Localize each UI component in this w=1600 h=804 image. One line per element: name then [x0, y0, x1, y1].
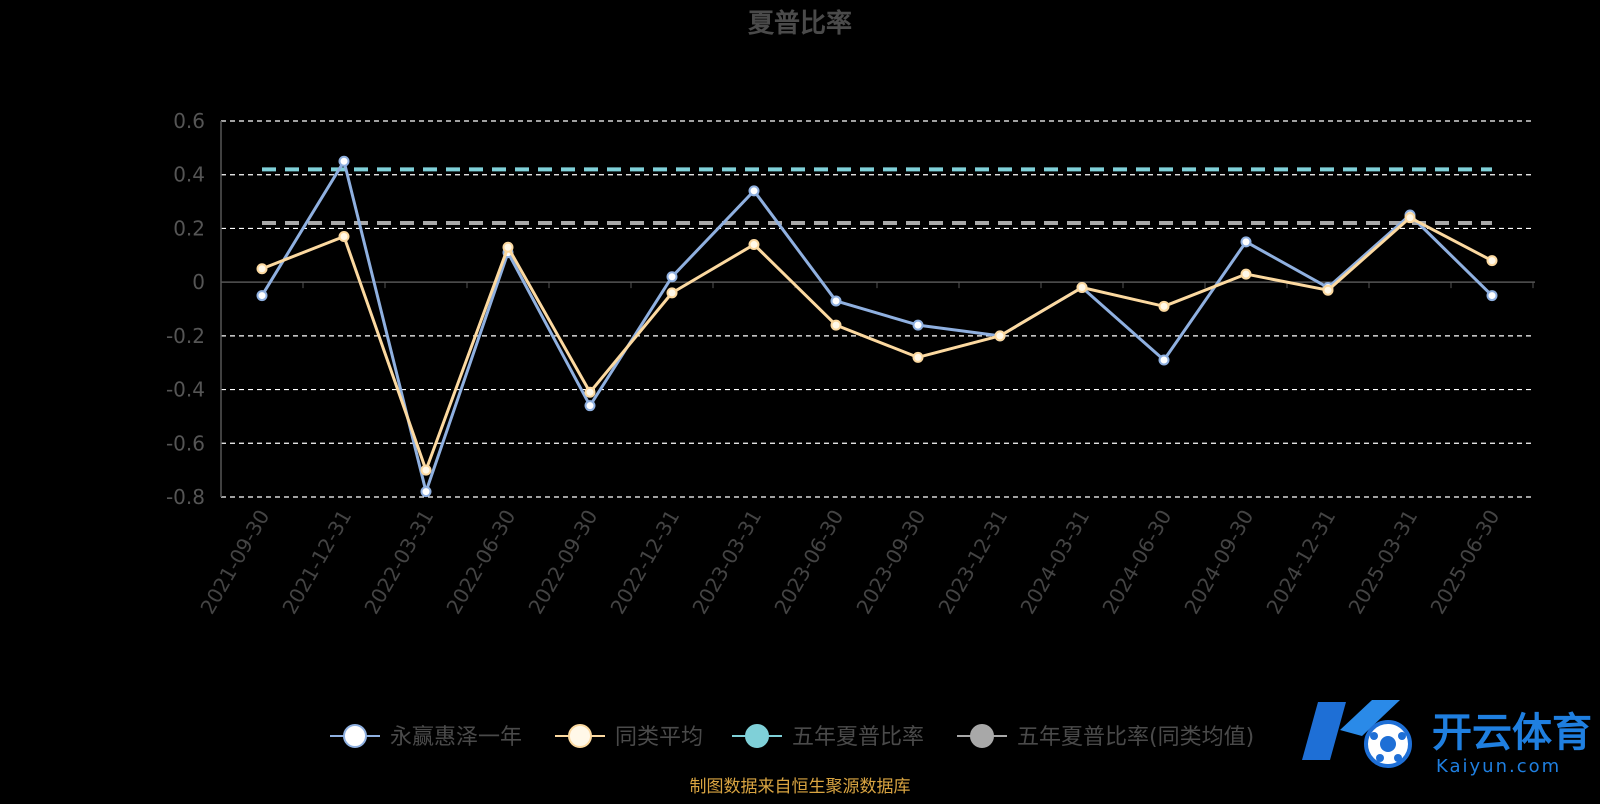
series-peer-average [256, 212, 1498, 476]
data-point [502, 241, 514, 253]
data-point [1486, 255, 1498, 267]
legend-item[interactable]: 五年夏普比率(同类均值) [957, 724, 1254, 750]
x-tick-label: 2022-06-30 [441, 506, 520, 619]
y-tick-label: -0.6 [166, 431, 205, 455]
legend-label: 五年夏普比率 [792, 725, 924, 750]
data-point [830, 319, 842, 331]
legend[interactable]: 永赢惠泽一年 同类平均 五年夏普比率 五年夏普比率(同类均值) [330, 724, 1254, 750]
x-tick-label: 2021-12-31 [277, 506, 356, 619]
data-point [584, 400, 596, 412]
y-tick-label: 0.6 [173, 109, 205, 133]
x-tick-label: 2023-03-31 [687, 506, 766, 619]
x-tick-label: 2025-03-31 [1343, 506, 1422, 619]
legend-label: 永赢惠泽一年 [390, 725, 522, 750]
data-point [994, 330, 1006, 342]
x-tick-label: 2025-06-30 [1425, 506, 1504, 619]
y-tick-label: -0.4 [166, 378, 205, 402]
chart-title: 夏普比率 [748, 8, 852, 39]
data-point [748, 185, 760, 197]
x-tick-labels: 2021-09-30 2021-12-31 2022-03-31 2022-06-30… [195, 506, 1504, 619]
data-point [1158, 300, 1170, 312]
data-point [830, 295, 842, 307]
legend-item[interactable]: 五年夏普比率 [732, 724, 924, 750]
data-point [912, 351, 924, 363]
k-ball-icon [1302, 700, 1412, 768]
data-point [1240, 236, 1252, 248]
data-point [1486, 290, 1498, 302]
legend-label: 同类平均 [615, 725, 703, 750]
grid-lines [221, 120, 1535, 498]
data-point [666, 287, 678, 299]
reference-lines [262, 167, 1492, 226]
kaiyun-logo: 开云体育 Kaiyun.com [1302, 700, 1592, 777]
x-tick-label: 2024-06-30 [1097, 506, 1176, 619]
x-tick-label: 2024-09-30 [1179, 506, 1258, 619]
data-point [1240, 268, 1252, 280]
legend-item[interactable]: 同类平均 [555, 724, 703, 750]
x-tick-label: 2022-09-30 [523, 506, 602, 619]
watermark-domain: Kaiyun.com [1436, 756, 1561, 777]
y-tick-label: 0.2 [173, 216, 205, 240]
legend-item[interactable]: 永赢惠泽一年 [330, 724, 522, 750]
x-tick-label: 2024-03-31 [1015, 506, 1094, 619]
series-line [260, 159, 1494, 494]
legend-marker [745, 724, 769, 748]
data-point [256, 290, 268, 302]
data-point [1404, 212, 1416, 224]
data-point [666, 271, 678, 283]
data-point [338, 230, 350, 242]
axes [220, 121, 1535, 497]
source-note: 制图数据来自恒生聚源数据库 [690, 777, 911, 797]
data-point [748, 239, 760, 251]
y-tick-labels: 0.6 0.4 0.2 0 -0.2 -0.4 -0.6 -0.8 [166, 109, 205, 509]
x-tick-label: 2023-12-31 [933, 506, 1012, 619]
data-point [1076, 282, 1088, 294]
y-tick-label: 0.4 [173, 163, 205, 187]
data-point [912, 319, 924, 331]
data-point [1322, 284, 1334, 296]
legend-marker [970, 724, 994, 748]
legend-marker [568, 724, 592, 748]
data-point [256, 263, 268, 275]
x-tick-label: 2024-12-31 [1261, 506, 1340, 619]
x-tick-label: 2022-12-31 [605, 506, 684, 619]
series-fund [256, 155, 1498, 498]
x-tick-label: 2023-09-30 [851, 506, 930, 619]
x-tick-label: 2022-03-31 [359, 506, 438, 619]
y-tick-label: 0 [192, 270, 205, 294]
data-point [338, 155, 350, 167]
data-series [256, 155, 1498, 498]
y-tick-label: -0.2 [166, 324, 205, 348]
legend-marker [343, 724, 367, 748]
data-point [420, 464, 432, 476]
series-line [261, 216, 1493, 472]
data-point [584, 386, 596, 398]
watermark-name: 开云体育 [1432, 710, 1592, 756]
data-point [420, 486, 432, 498]
y-tick-label: -0.8 [166, 485, 205, 509]
legend-label: 五年夏普比率(同类均值) [1017, 725, 1254, 750]
data-point [1158, 354, 1170, 366]
x-tick-label: 2023-06-30 [769, 506, 848, 619]
x-tick-label: 2021-09-30 [195, 506, 274, 619]
